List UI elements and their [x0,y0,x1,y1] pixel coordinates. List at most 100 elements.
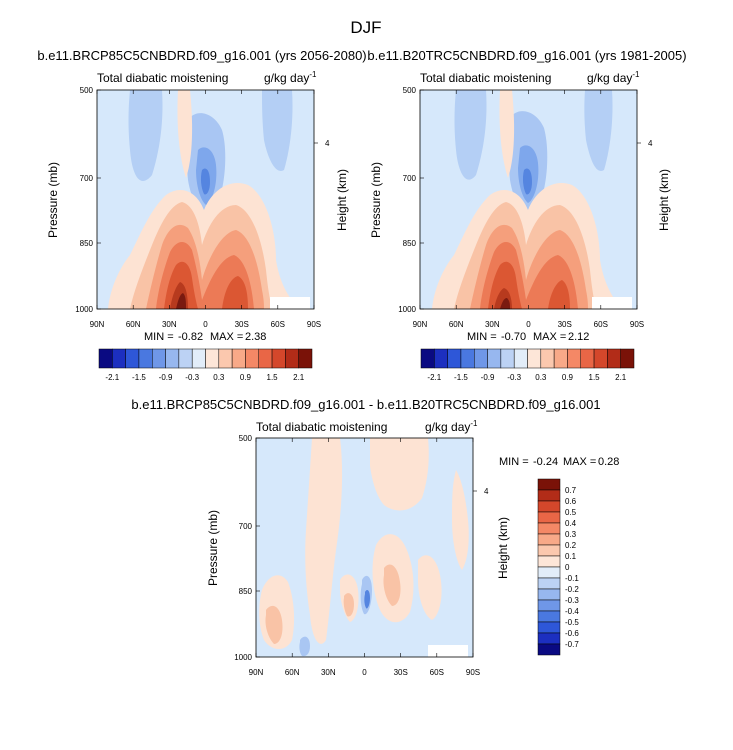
missing-data-mask [428,645,468,657]
colorbar-label: -1.5 [132,373,146,382]
colorbar-label: 0.9 [562,373,574,382]
min-label: MIN = [467,331,497,343]
positive-region [222,276,248,309]
min-value: -0.24 [533,456,558,468]
colorbar-swatch [125,348,140,369]
positive-region [265,605,283,644]
x-ticks-bottom [419,305,638,309]
positive-region [305,438,343,644]
colorbar-label: 0.3 [535,373,547,382]
units-label: g/kg day-1 [587,70,640,85]
y-axis-label-right: Height (km) [657,169,671,231]
x-tick-label: 30N [162,320,177,329]
y-axis-label: Pressure (mb) [46,162,60,238]
colorbar-swatch [537,566,561,579]
x-ticks-top [255,438,474,442]
colorbar-swatch [258,348,273,369]
colorbar-label: -1.5 [454,373,468,382]
x-tick-label: 30N [321,668,336,677]
x-tick-label: 60N [285,668,300,677]
positive-region [452,470,469,570]
x-tick-label: 90N [249,668,264,677]
colorbar-swatch [152,348,166,369]
y-axis-label-right: Height (km) [335,169,349,231]
colorbar-label: 0.9 [240,373,252,382]
negative-region [128,90,163,181]
panel-top-right: b.e11.B20TRC5CNBDRD.f09_g16.001 (yrs 198… [367,48,686,382]
y-tick-label: 1000 [234,653,252,662]
colorbar: 0.7 0.6 0.5 0.4 0.3 0.2 0.1 0 -0.1 -0.2 -0.3 -0.4 -0… [537,478,579,656]
colorbar-label: -0.9 [159,373,173,382]
contour-field [256,438,473,657]
colorbar-label: 1.5 [267,373,279,382]
x-tick-label: 60N [449,320,464,329]
page-title: DJF [350,18,381,37]
contour-field [97,90,314,309]
x-tick-label: 60N [126,320,141,329]
colorbar-swatch [537,599,561,612]
min-label: MIN = [144,331,174,343]
positive-region [177,90,193,178]
colorbar-swatch [580,348,595,369]
min-value: -0.70 [501,331,526,343]
colorbar-swatch [537,643,561,656]
colorbar-label: -0.4 [565,607,579,616]
y-tick-label: 500 [80,86,94,95]
colorbar-label: -0.3 [565,596,579,605]
x-tick-label: 90S [630,320,644,329]
right-tick-label: 4 [648,139,653,148]
positive-region [500,298,510,309]
colorbar-label: 0.1 [565,552,577,561]
colorbar-swatch [607,348,621,369]
y-tick-label: 850 [80,239,94,248]
colorbar-swatch [245,348,259,369]
max-value: 2.12 [568,331,589,343]
negative-region [584,90,613,171]
x-tick-label: 60S [430,668,444,677]
colorbar-label: 0.6 [565,497,577,506]
x-tick-label: 0 [203,320,208,329]
max-label: MAX = [533,331,566,343]
y-ticks [256,437,477,658]
units-exponent: -1 [470,419,478,428]
max-label: MAX = [563,456,596,468]
colorbar-label: -0.1 [565,574,579,583]
colorbar-swatch [527,348,542,369]
negative-region [299,636,310,657]
x-tick-label: 90N [90,320,105,329]
colorbar-swatch [165,348,180,369]
units-exponent: -1 [632,70,640,79]
colorbar-swatch [537,511,561,524]
x-tick-label: 30S [235,320,249,329]
missing-data-mask [592,297,632,309]
colorbar-label: 0.5 [565,508,577,517]
x-tick-label: 90S [307,320,321,329]
missing-data-mask [270,297,310,309]
colorbar: -2.1 -1.5 -0.9 -0.3 0.3 0.9 1.5 2.1 [420,348,635,382]
colorbar-swatch [500,348,515,369]
colorbar-swatch [218,348,233,369]
panel-top-left: b.e11.BRCP85C5CNBDRD.f09_g16.001 (yrs 20… [37,48,366,382]
y-ticks [420,89,641,310]
x-ticks-top [419,90,638,94]
colorbar-label: -0.6 [565,629,579,638]
colorbar-label: 0 [565,563,570,572]
y-tick-label: 700 [80,174,94,183]
colorbar-swatch [620,348,635,369]
y-tick-label: 1000 [398,305,416,314]
colorbar-swatch [271,348,286,369]
units-exponent: -1 [309,70,317,79]
colorbar-swatch [112,348,126,369]
colorbar-label: 0.3 [213,373,225,382]
right-tick-label: 4 [325,139,330,148]
colorbar-swatch [537,610,561,623]
y-axis-label: Pressure (mb) [369,162,383,238]
contour-field [420,90,637,309]
colorbar-swatch [537,555,561,568]
positive-region [176,293,186,309]
colorbar-swatch [460,348,475,369]
panel-bottom: b.e11.BRCP85C5CNBDRD.f09_g16.001 - b.e11… [131,397,619,677]
left-label: Total diabatic moistening [256,420,387,434]
colorbar-swatch [537,500,561,513]
